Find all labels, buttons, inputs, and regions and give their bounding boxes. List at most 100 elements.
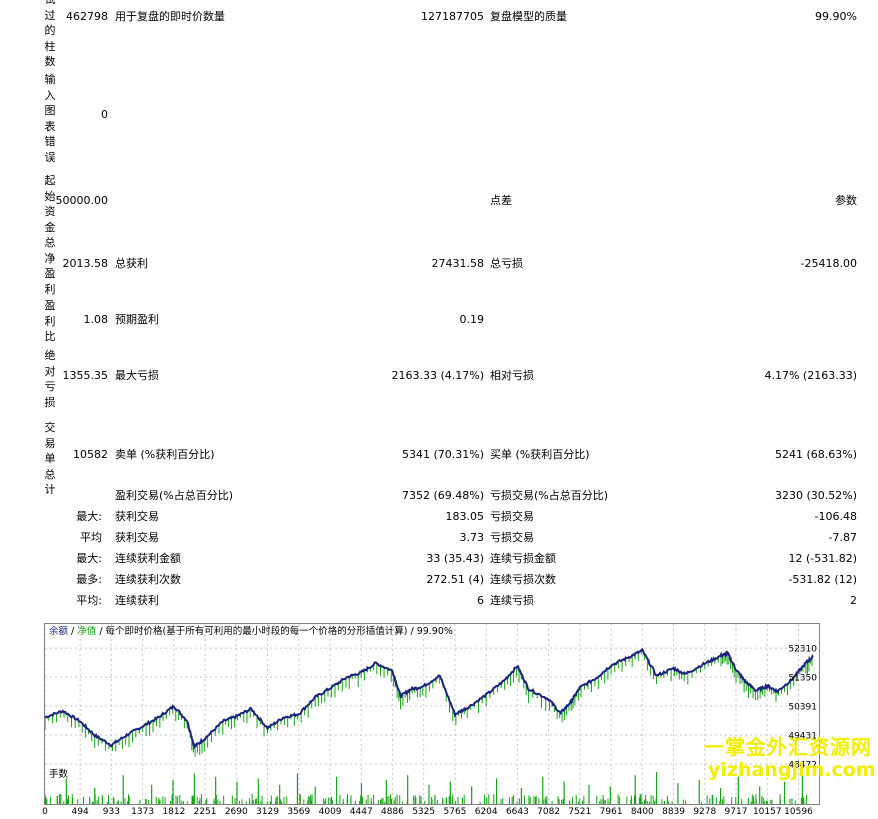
x-axis: 0 494 933 1373 1812 2251 2690 3129 3569 4009 4447 4… — [42, 807, 813, 817]
metric-value: -25418.00 — [800, 257, 857, 270]
stat-value: 2 — [850, 594, 857, 607]
x-tick-label: 933 — [103, 807, 120, 817]
x-tick-label: 1373 — [131, 807, 154, 817]
stat-label: 盈利交易(%占总百分比) — [115, 489, 234, 502]
stat-label: 连续亏损 — [490, 594, 534, 607]
legend-description: / 每个即时价格(基于所有可利用的最小时段的每一个价格的分形插值计算) / 99… — [99, 626, 453, 637]
row-heading: 交易单总计 — [44, 421, 56, 496]
stat-value: 12 (-531.82) — [788, 552, 857, 565]
chart-legend: 余额 / 净值 / 每个即时价格(基于所有可利用的最小时段的每一个价格的分形插值… — [49, 626, 453, 638]
row-value: 2013.58 — [62, 257, 109, 270]
metric-label: 卖单 (%获利百分比) — [115, 448, 215, 461]
x-tick-label: 4886 — [381, 807, 404, 817]
metric-label: 预期盈利 — [115, 313, 159, 326]
stat-label: 连续获利次数 — [115, 573, 181, 586]
metric-value: 5241 (68.63%) — [774, 448, 857, 461]
metric-value: 参数 — [835, 194, 857, 207]
metric-value: 99.90% — [815, 10, 857, 23]
legend-equity: 净值 — [77, 626, 97, 637]
x-tick-label: 3569 — [287, 807, 310, 817]
stat-value: 33 (35.43) — [426, 552, 484, 565]
metric-value: 5341 (70.31%) — [401, 448, 484, 461]
stat-label: 连续亏损次数 — [490, 573, 556, 586]
stat-prefix: 最大: — [76, 510, 102, 523]
stat-label: 获利交易 — [115, 510, 159, 523]
stat-label: 获利交易 — [115, 531, 159, 544]
x-tick-label: 10157 — [753, 807, 782, 817]
stat-label: 亏损交易 — [490, 510, 534, 523]
stat-prefix: 平均: — [76, 594, 102, 607]
stat-label: 连续获利 — [115, 594, 159, 607]
volume-chart: 手数 — [44, 768, 820, 805]
balance-plot: 52310 51350 50391 49431 48472 — [45, 624, 819, 769]
metric-value: 127187705 — [421, 10, 484, 23]
x-tick-label: 8400 — [631, 807, 654, 817]
row-value: 462798 — [66, 10, 108, 23]
stat-label: 连续亏损金额 — [490, 552, 556, 565]
x-tick-label: 9717 — [725, 807, 748, 817]
row-value: 0 — [101, 108, 108, 121]
stat-value: 272.51 (4) — [426, 573, 484, 586]
row-value: 50000.00 — [55, 194, 109, 207]
row-heading: 输入图表错误 — [44, 73, 56, 164]
x-tick-label: 7521 — [568, 807, 591, 817]
metric-label: 复盘模型的质量 — [490, 10, 567, 23]
stat-label: 连续获利金额 — [115, 552, 181, 565]
x-tick-label: 0 — [42, 807, 48, 817]
watermark-url: yizhangjim.com — [708, 759, 876, 781]
watermark-title: 一掌金外汇资源网 — [704, 735, 872, 759]
y-tick-label: 48472 — [788, 761, 817, 770]
x-tick-label: 6204 — [475, 807, 498, 817]
row-heading: 绝对亏损 — [44, 349, 56, 409]
metric-label: 相对亏损 — [490, 369, 534, 382]
stat-value: -531.82 (12) — [788, 573, 857, 586]
stat-value: 183.05 — [445, 510, 485, 523]
stat-value: -106.48 — [814, 510, 857, 523]
row-value: 1355.35 — [62, 369, 109, 382]
x-tick-label: 4447 — [350, 807, 373, 817]
row-heading: 起始资金 — [44, 174, 56, 234]
row-heading: 试过的柱数 — [44, 0, 56, 68]
stat-prefix: 平均 — [80, 531, 102, 544]
x-tick-label: 6643 — [506, 807, 529, 817]
y-tick-label: 52310 — [788, 645, 817, 655]
metric-label: 用于复盘的即时价数量 — [115, 10, 225, 23]
x-tick-label: 10596 — [784, 807, 813, 817]
legend-separator: / — [71, 626, 75, 637]
balance-line — [45, 647, 814, 750]
x-tick-label: 5325 — [412, 807, 435, 817]
metric-label: 总亏损 — [490, 257, 523, 270]
metric-label: 总获利 — [115, 257, 148, 270]
row-value: 10582 — [73, 448, 108, 461]
row-heading: 盈利比 — [44, 299, 56, 343]
volume-label: 手数 — [49, 769, 69, 780]
stat-prefix: 最大: — [76, 552, 102, 565]
x-tick-label: 5765 — [444, 807, 467, 817]
row-heading: 总净盈利 — [44, 236, 56, 296]
metric-value: 4.17% (2163.33) — [764, 369, 857, 382]
stat-value: -7.87 — [828, 531, 857, 544]
x-tick-label: 2251 — [194, 807, 217, 817]
volume-plot — [45, 768, 807, 804]
x-tick-label: 9278 — [693, 807, 716, 817]
stat-value: 3.73 — [459, 531, 485, 544]
stat-prefix: 最多: — [76, 573, 102, 586]
metric-value: 0.19 — [459, 313, 485, 326]
balance-chart: 余额 / 净值 / 每个即时价格(基于所有可利用的最小时段的每一个价格的分形插值… — [44, 623, 820, 770]
y-tick-label: 51350 — [788, 674, 817, 684]
metric-label: 最大亏损 — [115, 369, 159, 382]
x-tick-label: 8839 — [662, 807, 685, 817]
x-tick-label: 4009 — [319, 807, 342, 817]
x-tick-label: 7961 — [600, 807, 623, 817]
stat-value: 7352 (69.48%) — [401, 489, 484, 502]
x-tick-label: 2690 — [225, 807, 248, 817]
y-tick-label: 50391 — [788, 703, 817, 713]
x-tick-label: 7082 — [537, 807, 560, 817]
legend-balance: 余额 — [49, 626, 69, 637]
x-tick-label: 3129 — [256, 807, 279, 817]
stat-label: 亏损交易(%占总百分比) — [490, 489, 609, 502]
stat-value: 6 — [477, 594, 484, 607]
stat-label: 亏损交易 — [490, 531, 534, 544]
row-value: 1.08 — [83, 313, 109, 326]
metric-label: 买单 (%获利百分比) — [490, 448, 590, 461]
